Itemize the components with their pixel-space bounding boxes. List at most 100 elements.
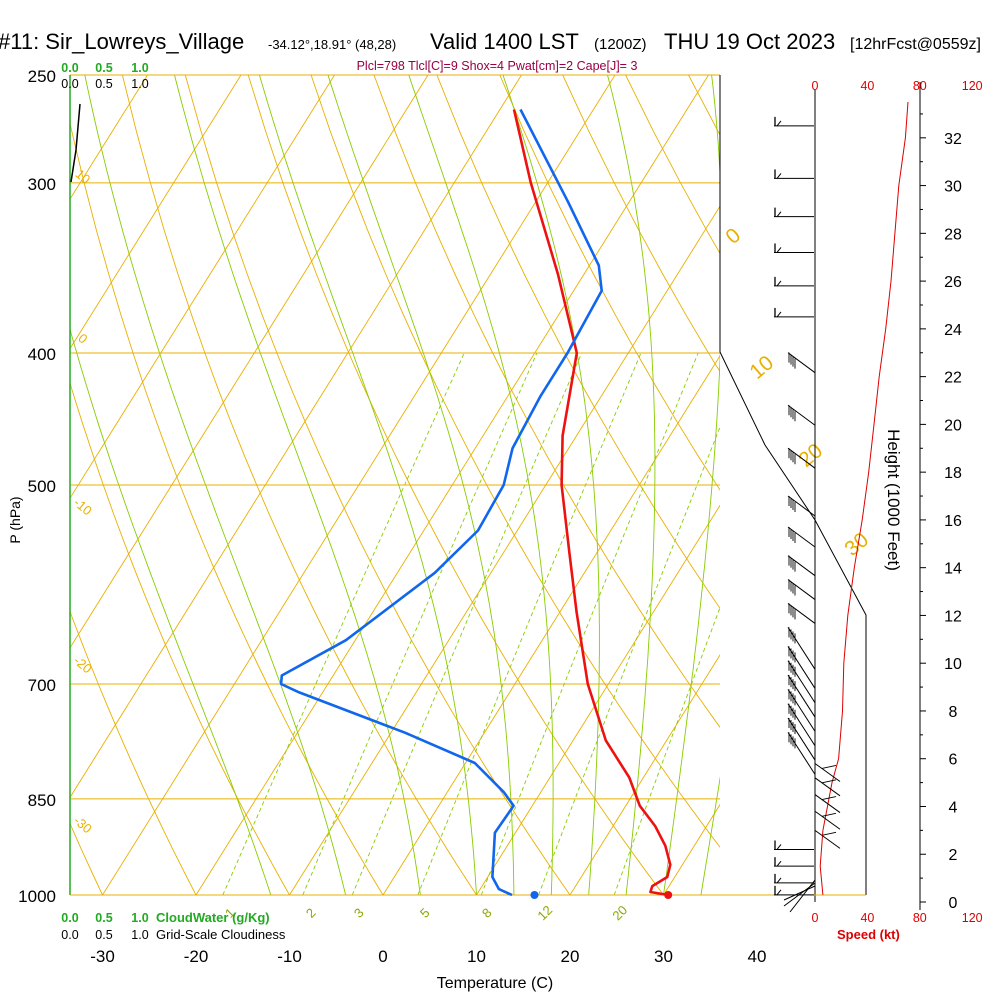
wind-barb xyxy=(787,352,816,374)
wind-barb-shaft xyxy=(787,732,816,775)
height-tick-label: 20 xyxy=(944,417,962,434)
mixing-ratio-line xyxy=(222,352,465,895)
wind-barb xyxy=(787,526,816,548)
height-tick-label: 8 xyxy=(949,704,958,721)
height-tick-label: 30 xyxy=(944,179,962,196)
cloud-bottom-label: 0.5 xyxy=(95,911,112,925)
speed-tick-bottom: 80 xyxy=(913,911,927,925)
wind-barb-flag xyxy=(776,844,782,850)
cloud-top-label: 1.0 xyxy=(131,61,148,75)
y-axis-title: P (hPa) xyxy=(7,496,23,543)
wind-barb xyxy=(774,116,814,127)
wind-barb-shaft xyxy=(787,447,816,469)
height-tick-label: 0 xyxy=(949,895,958,912)
wind-barb xyxy=(814,777,841,797)
surface-dewpoint-marker xyxy=(530,891,539,899)
speed-tick-bottom: 40 xyxy=(860,911,874,925)
wind-barb-flag xyxy=(776,280,782,287)
wind-barb-shaft xyxy=(787,646,816,689)
wind-barb xyxy=(787,646,816,689)
theta-label: 0 xyxy=(721,224,745,249)
wind-barb xyxy=(787,579,816,600)
speed-tick-top: 120 xyxy=(962,79,983,93)
cloud-water-label: CloudWater (g/Kg) xyxy=(156,910,270,925)
pressure-tick-label: 850 xyxy=(28,791,56,810)
speed-label: Speed (kt) xyxy=(837,927,900,942)
cloudiness-top-label: 0.5 xyxy=(95,77,112,91)
pressure-tick-label: 1000 xyxy=(18,887,56,906)
wind-barb-shaft xyxy=(787,627,816,670)
dry-adiabat xyxy=(688,75,720,136)
forecast-info: [12hrFcst@0559z] xyxy=(850,36,981,53)
mixing-ratio-label: 20 xyxy=(609,902,630,923)
height-tick-label: 2 xyxy=(949,847,958,864)
wind-barb-flag xyxy=(776,211,782,217)
wind-barb xyxy=(787,404,816,426)
wind-barb xyxy=(787,674,816,718)
sounding-indices: Plcl=798 Tlcl[C]=9 Shox=4 Pwat[cm]=2 Cap… xyxy=(357,59,638,73)
moist-adiabat xyxy=(700,776,720,895)
wind-barb-flag xyxy=(776,173,782,179)
wind-barb-flag xyxy=(776,860,782,867)
mixing-ratio-line xyxy=(302,352,538,895)
mixing-ratio-line xyxy=(417,352,642,895)
wind-barb-shaft xyxy=(787,404,816,426)
height-tick-label: 14 xyxy=(944,561,962,578)
cloudiness-top-label: 0.0 xyxy=(61,77,78,91)
pressure-tick-label: 500 xyxy=(28,477,56,496)
x-axis-title: Temperature (C) xyxy=(437,975,553,992)
cloud-top-label: 0.0 xyxy=(61,61,78,75)
isotherm xyxy=(476,504,720,895)
wind-barb-flag xyxy=(821,831,837,836)
surface-wind-barb xyxy=(783,885,816,901)
surface-temperature-marker xyxy=(664,891,673,899)
height-tick-label: 24 xyxy=(944,322,962,339)
mixing-ratio-label: 3 xyxy=(351,905,367,921)
temperature-tick-label: -20 xyxy=(184,947,209,966)
pressure-tick-label: 300 xyxy=(28,175,56,194)
moist-adiabat xyxy=(174,75,421,895)
wind-barb-shaft xyxy=(814,810,841,830)
height-tick-label: 6 xyxy=(949,752,958,769)
wind-barb-flag xyxy=(821,765,837,769)
temperature-tick-label: -30 xyxy=(90,947,115,966)
dry-adiabat xyxy=(814,75,1000,895)
speed-tick-top: 80 xyxy=(913,79,927,93)
mixing-ratio-label: 8 xyxy=(479,905,495,921)
wind-barb xyxy=(787,717,816,761)
dry-adiabat xyxy=(247,75,664,895)
wind-barb-flag xyxy=(776,877,782,884)
wind-speed-line xyxy=(819,101,909,895)
dry-adiabat xyxy=(121,75,477,895)
wind-barb xyxy=(787,689,816,732)
wind-barb-flag xyxy=(776,247,782,253)
wind-barb-shaft xyxy=(787,703,816,747)
wind-barb-flag xyxy=(821,796,837,800)
dry-adiabat xyxy=(373,75,720,729)
height-tick-label: 12 xyxy=(944,608,962,625)
height-tick-label: 32 xyxy=(944,131,962,148)
wind-barb xyxy=(814,763,841,782)
height-tick-label: 10 xyxy=(944,656,962,673)
dry-adiabat xyxy=(0,75,9,895)
cloudiness-bottom-label: 1.0 xyxy=(131,928,148,942)
wind-barb-shaft xyxy=(787,660,816,704)
wind-barb xyxy=(814,794,841,813)
dry-adiabat xyxy=(70,610,197,895)
chart-series xyxy=(70,103,673,899)
temperature-tick-label: 0 xyxy=(378,947,387,966)
temperature-tick-label: -10 xyxy=(277,947,302,966)
moist-adiabat xyxy=(408,75,554,895)
speed-tick-bottom: 120 xyxy=(962,911,983,925)
wind-barb xyxy=(787,495,816,517)
wind-barb xyxy=(774,307,814,318)
wind-barb-shaft xyxy=(814,829,841,849)
wind-barb-shaft xyxy=(787,603,816,624)
speed-tick-top: 0 xyxy=(812,79,819,93)
temperature-tick-label: 30 xyxy=(654,947,673,966)
wind-barb-shaft xyxy=(814,763,841,782)
height-tick-label: 22 xyxy=(944,370,962,387)
moist-adiabat xyxy=(70,327,272,895)
